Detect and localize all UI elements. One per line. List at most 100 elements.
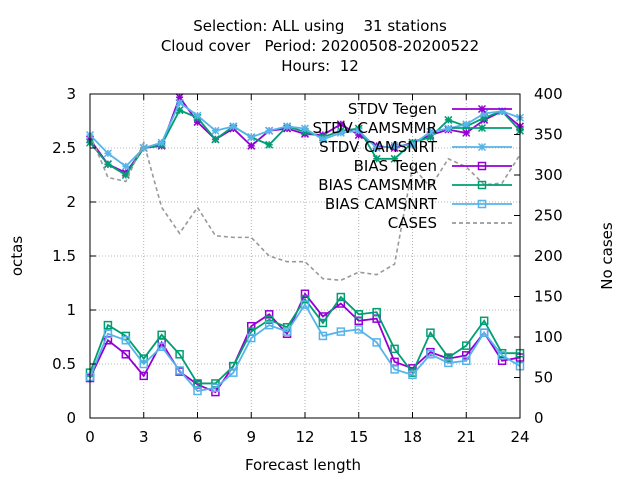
data-point bbox=[121, 162, 130, 171]
data-point bbox=[175, 93, 184, 102]
grid-lines bbox=[90, 94, 520, 418]
x-tick-label: 15 bbox=[349, 428, 368, 446]
y2-tick-label: 0 bbox=[534, 409, 544, 427]
x-tick-label: 6 bbox=[193, 428, 203, 446]
series-line bbox=[89, 292, 521, 394]
data-point bbox=[477, 104, 487, 114]
y-tick-label: 0.5 bbox=[52, 355, 76, 373]
data-point bbox=[265, 140, 274, 149]
legend-label: BIAS CAMSMMR bbox=[318, 176, 437, 194]
data-point bbox=[354, 126, 363, 135]
data-point bbox=[175, 98, 184, 107]
data-point bbox=[318, 331, 328, 341]
legend-entry: BIAS Tegen bbox=[354, 157, 512, 175]
series-line bbox=[89, 134, 521, 282]
data-point bbox=[372, 338, 381, 347]
data-point bbox=[300, 300, 310, 309]
data-point bbox=[444, 115, 453, 124]
data-point bbox=[336, 327, 346, 336]
x-axis-label: Forecast length bbox=[245, 456, 361, 474]
data-point bbox=[479, 316, 489, 326]
data-point bbox=[318, 135, 327, 144]
data-point bbox=[462, 120, 471, 129]
data-point bbox=[477, 199, 487, 209]
y-tick-label: 2.5 bbox=[52, 139, 76, 157]
data-point bbox=[372, 143, 381, 153]
data-point bbox=[479, 328, 489, 337]
data-point bbox=[336, 292, 346, 302]
legend-entry: CASES bbox=[388, 214, 512, 232]
x-tick-label: 18 bbox=[403, 428, 422, 446]
data-point bbox=[121, 170, 130, 180]
data-point bbox=[444, 353, 453, 362]
data-point bbox=[480, 113, 489, 122]
data-point bbox=[282, 327, 292, 336]
data-point bbox=[354, 310, 363, 319]
data-point bbox=[103, 329, 113, 339]
data-point bbox=[139, 371, 148, 381]
data-point bbox=[426, 350, 435, 359]
data-point bbox=[477, 180, 487, 190]
data-point bbox=[477, 142, 487, 152]
data-point bbox=[318, 318, 328, 328]
data-point bbox=[229, 368, 238, 377]
data-point bbox=[408, 370, 417, 380]
series-group bbox=[85, 300, 525, 396]
legend-label: BIAS CAMSNRT bbox=[325, 195, 438, 213]
legend-label: CASES bbox=[388, 214, 437, 232]
series-group bbox=[89, 134, 521, 282]
data-point bbox=[462, 128, 471, 137]
data-point bbox=[103, 160, 112, 169]
data-point bbox=[390, 365, 399, 374]
data-point bbox=[462, 356, 471, 366]
series-line bbox=[89, 302, 521, 392]
data-point bbox=[175, 366, 184, 375]
x-tick-label: 0 bbox=[85, 428, 95, 446]
y2-tick-label: 50 bbox=[534, 369, 553, 387]
data-point bbox=[498, 107, 507, 116]
data-point bbox=[247, 321, 256, 331]
series-line bbox=[89, 295, 520, 385]
data-point bbox=[139, 143, 148, 153]
legend-entry: BIAS CAMSMMR bbox=[318, 176, 512, 194]
data-point bbox=[426, 133, 435, 142]
legend-entry: STDV CAMSMMR bbox=[312, 119, 512, 137]
data-point bbox=[211, 126, 220, 135]
legend-entry: STDV Tegen bbox=[348, 100, 512, 118]
data-point bbox=[211, 135, 220, 144]
y2-tick-label: 150 bbox=[534, 288, 563, 306]
data-point bbox=[426, 127, 435, 136]
series-layer bbox=[85, 93, 525, 397]
legend-entry: STDV CAMSNRT bbox=[319, 138, 512, 156]
data-point bbox=[372, 154, 381, 163]
y2-tick-label: 100 bbox=[534, 328, 563, 346]
data-point bbox=[139, 359, 148, 369]
data-point bbox=[103, 320, 113, 330]
data-point bbox=[300, 124, 310, 133]
x-tick-label: 24 bbox=[510, 428, 529, 446]
data-point bbox=[426, 328, 435, 337]
y2-tick-label: 250 bbox=[534, 207, 563, 225]
legend-label: STDV Tegen bbox=[348, 100, 437, 118]
y-tick-label: 3 bbox=[66, 85, 76, 103]
data-point bbox=[264, 320, 274, 330]
data-point bbox=[265, 126, 274, 135]
data-point bbox=[444, 124, 453, 133]
chart-title-line-2: Cloud cover Period: 20200508-20200522 bbox=[160, 37, 480, 55]
data-point bbox=[408, 140, 417, 149]
data-point bbox=[336, 120, 345, 129]
series-group bbox=[85, 98, 525, 171]
data-point bbox=[372, 307, 381, 317]
data-point bbox=[336, 128, 345, 137]
data-point bbox=[462, 341, 471, 350]
axis-layer: 0 3 6 9 12 15 18 21 24 0 0.5 1 1.5 2 2.5 3 0 50 100 150 200 2… bbox=[52, 85, 563, 446]
data-point bbox=[103, 149, 112, 158]
x-tick-label: 3 bbox=[139, 428, 149, 446]
data-point bbox=[390, 344, 399, 354]
data-point bbox=[300, 294, 310, 304]
data-point bbox=[477, 161, 487, 171]
y2-tick-label: 350 bbox=[534, 126, 563, 144]
x-tick-label: 21 bbox=[457, 428, 476, 446]
data-point bbox=[480, 109, 489, 118]
data-point bbox=[390, 141, 399, 150]
